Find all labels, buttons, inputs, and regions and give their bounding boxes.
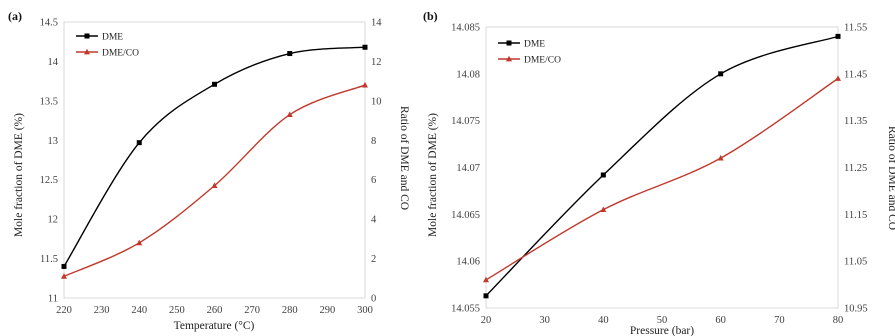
x-tick-label: 290 [320,305,336,316]
y-tick-label-right: 4 [371,215,377,226]
y-tick-label-left: 13.5 [40,96,58,107]
x-tick-label: 50 [657,315,668,326]
legend-marker-dme-co [84,48,90,55]
y-tick-label-right: 12 [371,57,382,68]
y-axis-title-left-a: Mole fraction of DME (%) [13,113,25,237]
x-axis-title-b: Pressure (bar) [630,325,694,336]
series-line-dme [63,46,366,267]
data-point-dme-co [211,182,218,189]
legend-label-dme: DME [102,33,123,43]
x-axis-title-a: Temperature (°C) [174,320,255,332]
x-tick-label: 20 [481,315,492,326]
data-point-dme [600,172,606,178]
data-point-dme [212,81,217,87]
y-tick-label-right: 10 [371,96,382,107]
chart-panel-b: (b) Mole fraction of DME (%) Ratio of DM… [423,9,895,336]
x-tick-label: 280 [282,305,298,316]
y-tick-label-left: 14.065 [451,210,480,221]
data-point-dme-co [136,239,143,246]
y-tick-label-left: 14.055 [451,304,480,315]
x-tick-label: 270 [244,305,260,316]
x-tick-label: 240 [131,305,147,316]
data-point-dme-co [600,206,607,213]
legend-marker-dme-co [506,55,512,62]
data-point-dme-co [483,276,489,283]
y-tick-label-right: 11.15 [844,210,867,221]
series-line-dme-co [63,84,366,277]
x-tick-label: 260 [207,305,223,316]
legend-marker-dme [84,33,90,39]
series-line-dme [485,35,839,297]
legend-label-dme: DME [524,40,545,50]
series-line-dme-co [485,77,839,281]
y-tick-label-right: 0 [371,294,376,305]
data-point-dme [483,293,489,299]
legend-label-dme-co: DME/CO [524,56,561,66]
y-tick-label-right: 2 [371,254,376,265]
y-tick-label-left: 14.07 [456,163,480,174]
panel-label-b: (b) [423,9,438,23]
legend-marker-dme [506,40,512,46]
data-point-dme [718,71,724,77]
x-tick-label: 40 [598,315,609,326]
x-tick-label: 250 [169,305,185,316]
y-tick-label-right: 11.55 [844,23,867,34]
y-axis-title-right-a: Ratio of DME and CO [398,106,410,210]
data-point-dme [835,33,841,39]
y-tick-label-right: 6 [371,175,376,186]
plot-frame [485,26,839,309]
legend-label-dme-co: DME/CO [102,49,139,59]
y-tick-label-right: 11.45 [844,69,867,80]
x-tick-label: 60 [715,315,726,326]
data-point-dme [287,51,293,57]
x-tick-label: 230 [94,305,110,316]
data-point-dme-co [717,154,724,161]
y-tick-label-left: 12 [48,215,59,226]
y-tick-label-right: 11.35 [844,116,867,127]
data-point-dme-co [61,273,67,279]
y-tick-label-right: 8 [371,136,376,147]
y-tick-label-right: 11.25 [844,163,867,174]
x-tick-label: 80 [833,315,844,326]
y-axis-title-right-b: Ratio of DME and CO [886,126,895,230]
x-tick-label: 70 [774,315,785,326]
x-tick-label: 220 [56,305,72,316]
data-point-dme-co [835,75,841,81]
y-axis-title-left-b: Mole fraction of DME (%) [427,113,439,237]
y-tick-label-right: 14 [371,18,382,29]
y-tick-label-left: 14.06 [456,257,480,268]
panel-label-a: (a) [8,9,22,23]
y-tick-label-left: 12.5 [40,175,58,186]
y-tick-label-left: 14.085 [451,23,480,34]
data-point-dme-co [286,111,293,118]
y-tick-label-left: 11.5 [40,254,58,265]
y-tick-label-left: 14.5 [40,18,58,29]
y-tick-label-left: 11 [48,294,58,305]
x-tick-label: 300 [357,305,373,316]
plot-frame [63,21,366,299]
y-tick-label-right: 11.05 [844,257,867,268]
y-tick-label-left: 14.08 [456,69,480,80]
y-tick-label-left: 14.075 [451,116,480,127]
chart-panel-a: (a) Mole fraction of DME (%) Ratio of DM… [8,9,410,332]
y-tick-label-right: 10.95 [844,304,868,315]
y-tick-label-left: 13 [48,136,59,147]
data-point-dme-co [362,81,368,88]
data-point-dme [362,44,368,50]
y-tick-label-left: 14 [48,57,59,68]
data-point-dme [136,140,142,146]
x-tick-label: 30 [539,315,550,326]
data-point-dme [61,263,67,269]
